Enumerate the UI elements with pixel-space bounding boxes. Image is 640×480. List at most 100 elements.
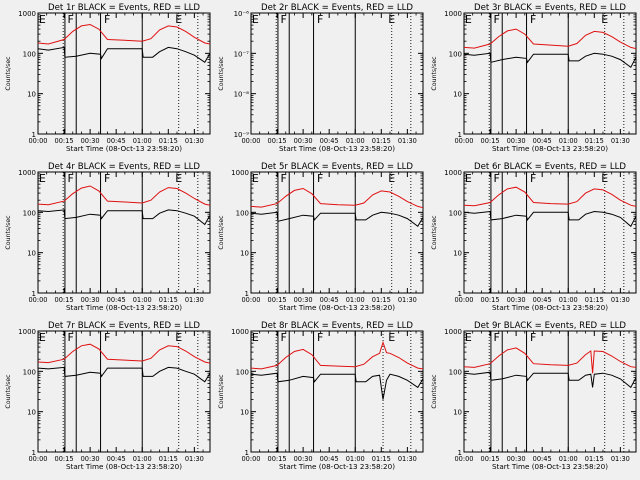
x-tick-label: 01:00 [133,296,152,304]
x-tick-label: 01:15 [372,296,391,304]
x-tick-label: 00:30 [507,455,526,463]
x-tick-label: 00:00 [454,296,473,304]
y-tick-label: 10⁻⁶ [234,10,250,18]
x-tick-label: 01:00 [559,137,578,145]
x-tick-label: 00:45 [107,137,126,145]
marker-label: F [281,172,287,185]
x-tick-label: 01:30 [611,296,630,304]
marker-label: E [252,331,259,344]
plot-frame [463,12,637,135]
y-tick-label: 10 [27,250,36,258]
marker-label: E [252,13,259,26]
events-series-line [463,52,637,69]
marker-label: F [281,13,287,26]
marker-label: E [39,13,46,26]
panel-title: Det 2r BLACK = Events, RED = LLD [261,3,413,13]
x-tick-label: 01:30 [611,137,630,145]
x-tick-label: 00:00 [28,296,47,304]
x-tick-label: 01:30 [185,455,204,463]
x-tick-label: 00:45 [533,455,552,463]
y-axis-label: Counts/sec [218,215,225,250]
x-tick-label: 01:30 [398,137,417,145]
x-tick-label: 01:00 [346,296,365,304]
y-tick-label: 1 [458,131,462,139]
x-axis-label: Start Time (08-Oct-13 23:58:20) [66,144,182,153]
y-tick-label: 100 [449,50,462,58]
events-series-line [37,46,211,64]
detector-panel: Det 6r BLACK = Events, RED = LLD Counts/s… [431,162,637,312]
y-tick-label: 100 [23,368,36,376]
marker-label: F [68,331,74,344]
lld-series-line [37,23,211,45]
marker-label: E [601,13,608,26]
y-tick-label: 1000 [444,169,462,177]
marker-label: E [175,331,182,344]
marker-label: F [317,13,323,26]
x-tick-label: 00:30 [81,137,100,145]
detector-panel: Det 7r BLACK = Events, RED = LLD Counts/s… [5,321,211,471]
y-tick-label: 1000 [444,10,462,18]
detector-panel: Det 8r BLACK = Events, RED = LLD Counts/s… [218,321,424,471]
x-axis-label: Start Time (08-Oct-13 23:58:20) [279,144,395,153]
detector-panel: Det 4r BLACK = Events, RED = LLD Counts/s… [5,162,211,312]
panel-title: Det 7r BLACK = Events, RED = LLD [48,321,200,331]
y-tick-label: 1 [32,449,36,457]
detector-panel: Det 3r BLACK = Events, RED = LLD Counts/s… [431,3,637,153]
x-tick-label: 00:15 [481,296,500,304]
marker-label: E [388,13,395,26]
marker-label: F [494,331,500,344]
lld-series-line [463,347,637,374]
marker-label: E [252,172,259,185]
x-tick-label: 01:30 [185,296,204,304]
x-tick-label: 01:15 [585,455,604,463]
y-tick-label: 1000 [18,10,36,18]
marker-label: E [39,172,46,185]
y-tick-label: 1 [458,290,462,298]
y-tick-label: 1 [245,290,249,298]
marker-label: E [601,331,608,344]
y-tick-label: 10 [27,409,36,417]
detector-panel: Det 5r BLACK = Events, RED = LLD Counts/s… [218,162,424,312]
marker-label: F [530,331,536,344]
marker-label: F [104,331,110,344]
x-tick-label: 01:00 [559,296,578,304]
x-tick-label: 00:45 [107,296,126,304]
x-tick-label: 01:15 [585,296,604,304]
x-tick-label: 00:45 [107,455,126,463]
y-tick-label: 1000 [231,169,249,177]
y-tick-label: 1000 [18,328,36,336]
x-axis-label: Start Time (08-Oct-13 23:58:20) [492,144,608,153]
y-axis-label: Counts/sec [431,374,438,409]
marker-label: E [39,331,46,344]
events-series-line [250,211,424,228]
x-axis-label: Start Time (08-Oct-13 23:58:20) [66,462,182,471]
x-tick-label: 01:30 [185,137,204,145]
y-tick-label: 10⁻⁹ [234,131,250,139]
y-tick-label: 1 [245,449,249,457]
y-axis-label: Counts/sec [5,374,12,409]
x-tick-label: 00:15 [481,137,500,145]
plot-frame [250,12,424,135]
plot-frame [463,330,637,453]
events-series-line [463,371,637,389]
lld-series-line [37,343,211,364]
marker-label: F [104,172,110,185]
x-tick-label: 00:45 [533,137,552,145]
panel-title: Det 8r BLACK = Events, RED = LLD [261,321,413,331]
x-tick-label: 01:00 [346,137,365,145]
x-tick-label: 00:45 [533,296,552,304]
x-tick-label: 00:30 [507,137,526,145]
marker-label: F [530,172,536,185]
x-tick-label: 00:15 [268,137,287,145]
events-series-line [37,209,211,226]
y-tick-label: 1 [458,449,462,457]
x-tick-label: 00:45 [320,137,339,145]
y-tick-label: 100 [449,368,462,376]
x-tick-label: 00:30 [294,137,313,145]
marker-label: E [388,172,395,185]
y-tick-label: 10 [240,250,249,258]
x-tick-label: 00:00 [454,455,473,463]
x-tick-label: 00:15 [268,296,287,304]
y-axis-label: Counts/sec [5,56,12,91]
